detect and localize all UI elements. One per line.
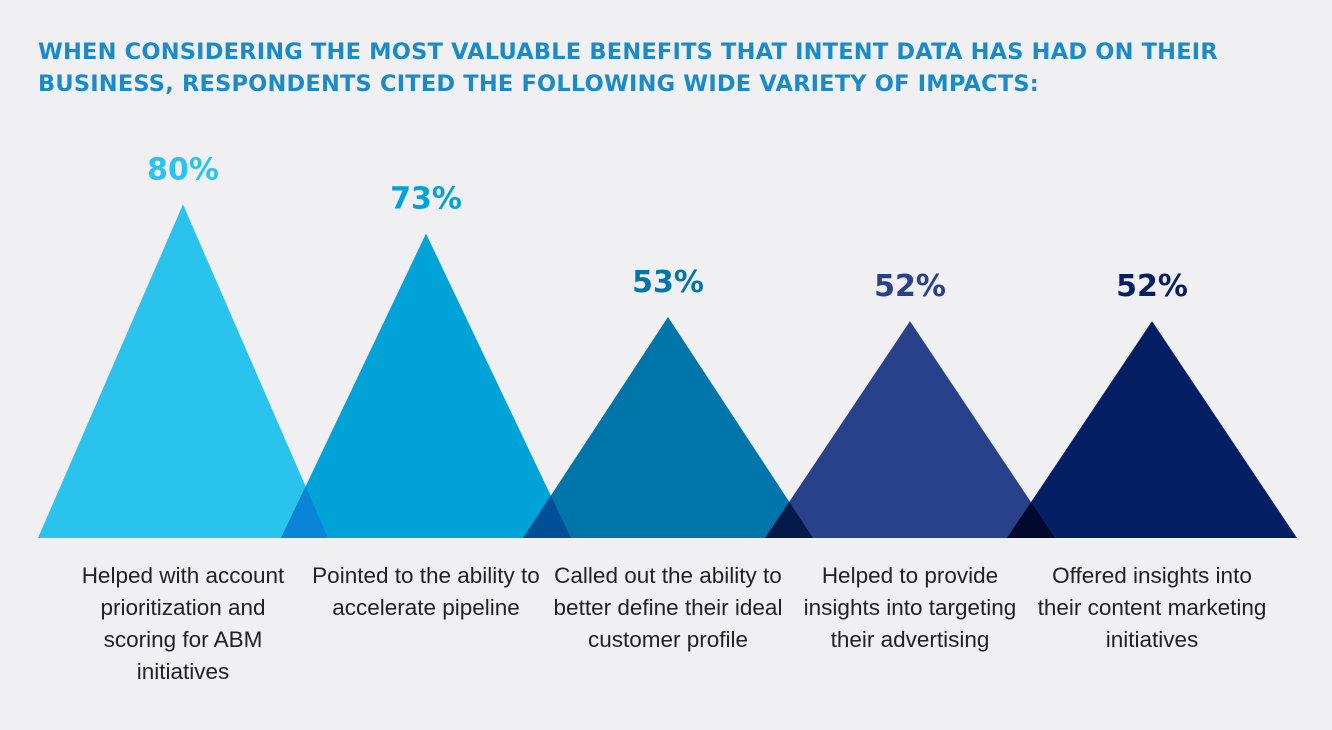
category-label-5: Offered insights into their content mark… bbox=[1037, 563, 1267, 652]
category-label-1: Helped with account prioritization and s… bbox=[81, 563, 285, 684]
triangle-bar-1 bbox=[38, 204, 328, 538]
triangle-bar-5 bbox=[1007, 321, 1297, 538]
category-label-3: Called out the ability to better define … bbox=[553, 563, 783, 652]
value-label-1: 80% bbox=[147, 152, 219, 187]
triangle-bar-2 bbox=[281, 233, 571, 538]
chart-title: WHEN CONSIDERING THE MOST VALUABLE BENEF… bbox=[38, 39, 1218, 97]
triangle-overlap-2 bbox=[523, 495, 571, 538]
overlaps-group bbox=[281, 486, 1055, 538]
peaks-group bbox=[38, 204, 1297, 538]
value-label-2: 73% bbox=[390, 182, 462, 217]
value-label-4: 52% bbox=[874, 269, 946, 304]
value-label-5: 52% bbox=[1116, 269, 1188, 304]
value-label-3: 53% bbox=[632, 265, 704, 300]
value-labels-group: 80% 73% 53% 52% 52% bbox=[147, 152, 1188, 304]
category-label-4: Helped to provide insights into targetin… bbox=[803, 563, 1017, 652]
triangle-overlap-1 bbox=[281, 486, 328, 538]
category-label-2: Pointed to the ability to accelerate pip… bbox=[312, 563, 540, 620]
triangle-overlap-3 bbox=[765, 501, 813, 538]
triangle-bar-4 bbox=[765, 321, 1055, 538]
triangle-bar-3 bbox=[523, 316, 813, 538]
triangle-overlap-4 bbox=[1007, 502, 1055, 538]
